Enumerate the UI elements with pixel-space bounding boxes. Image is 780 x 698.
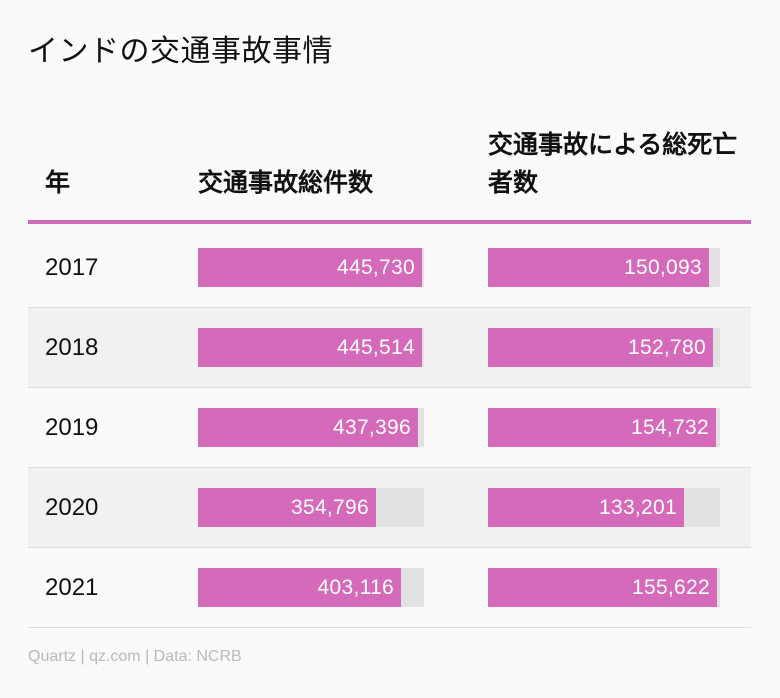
deaths-bar-track: 155,622 <box>488 568 720 607</box>
deaths-value-label: 133,201 <box>598 496 677 519</box>
year-cell: 2021 <box>45 574 99 601</box>
accidents-value-label: 445,514 <box>336 336 415 359</box>
year-cell: 2018 <box>45 334 99 361</box>
deaths-bar <box>488 488 684 527</box>
deaths-bar-track: 133,201 <box>488 488 720 527</box>
deaths-value-label: 150,093 <box>623 256 702 279</box>
accidents-bar-track: 445,514 <box>198 328 424 367</box>
table-header: 年 交通事故総件数 交通事故による総死亡者数 <box>28 118 751 224</box>
header-accidents: 交通事故総件数 <box>198 168 374 197</box>
header-deaths: 交通事故による総死亡者数 <box>488 130 738 197</box>
table-body: 2017 445,730 150,093 2018 445,514 152,78… <box>28 228 751 628</box>
deaths-bar <box>488 568 717 607</box>
source-note: Quartz | qz.com | Data: NCRB <box>28 648 242 665</box>
accidents-bar-track: 437,396 <box>198 408 424 447</box>
deaths-bar-track: 154,732 <box>488 408 720 447</box>
accidents-value-label: 437,396 <box>332 416 411 439</box>
accidents-value-label: 445,730 <box>336 256 415 279</box>
accidents-bar-track: 354,796 <box>198 488 424 527</box>
accidents-bar <box>198 488 376 527</box>
accidents-bar-track: 403,116 <box>198 568 424 607</box>
deaths-bar <box>488 248 709 287</box>
year-cell: 2020 <box>45 494 99 521</box>
deaths-bar-track: 152,780 <box>488 328 720 367</box>
accidents-bar-track: 445,730 <box>198 248 424 287</box>
deaths-value-label: 154,732 <box>630 416 709 439</box>
year-cell: 2017 <box>45 254 99 281</box>
deaths-bar <box>488 328 713 367</box>
accidents-bar <box>198 248 422 287</box>
deaths-value-label: 155,622 <box>631 576 710 599</box>
accidents-bar <box>198 568 401 607</box>
header-year: 年 <box>45 168 71 197</box>
accidents-bar <box>198 328 422 367</box>
year-cell: 2019 <box>45 414 99 441</box>
table-row: 2019 437,396 154,732 <box>28 388 751 468</box>
table-row: 2018 445,514 152,780 <box>28 308 751 388</box>
chart-title: インドの交通事故事情 <box>28 34 333 69</box>
table-row: 2017 445,730 150,093 <box>28 228 751 308</box>
accidents-value-label: 403,116 <box>317 576 394 599</box>
deaths-bar <box>488 408 716 447</box>
accidents-bar <box>198 408 418 447</box>
table-row: 2020 354,796 133,201 <box>28 468 751 548</box>
accidents-value-label: 354,796 <box>290 496 369 519</box>
deaths-value-label: 152,780 <box>627 336 706 359</box>
deaths-bar-track: 150,093 <box>488 248 720 287</box>
table-row: 2021 403,116 155,622 <box>28 548 751 628</box>
